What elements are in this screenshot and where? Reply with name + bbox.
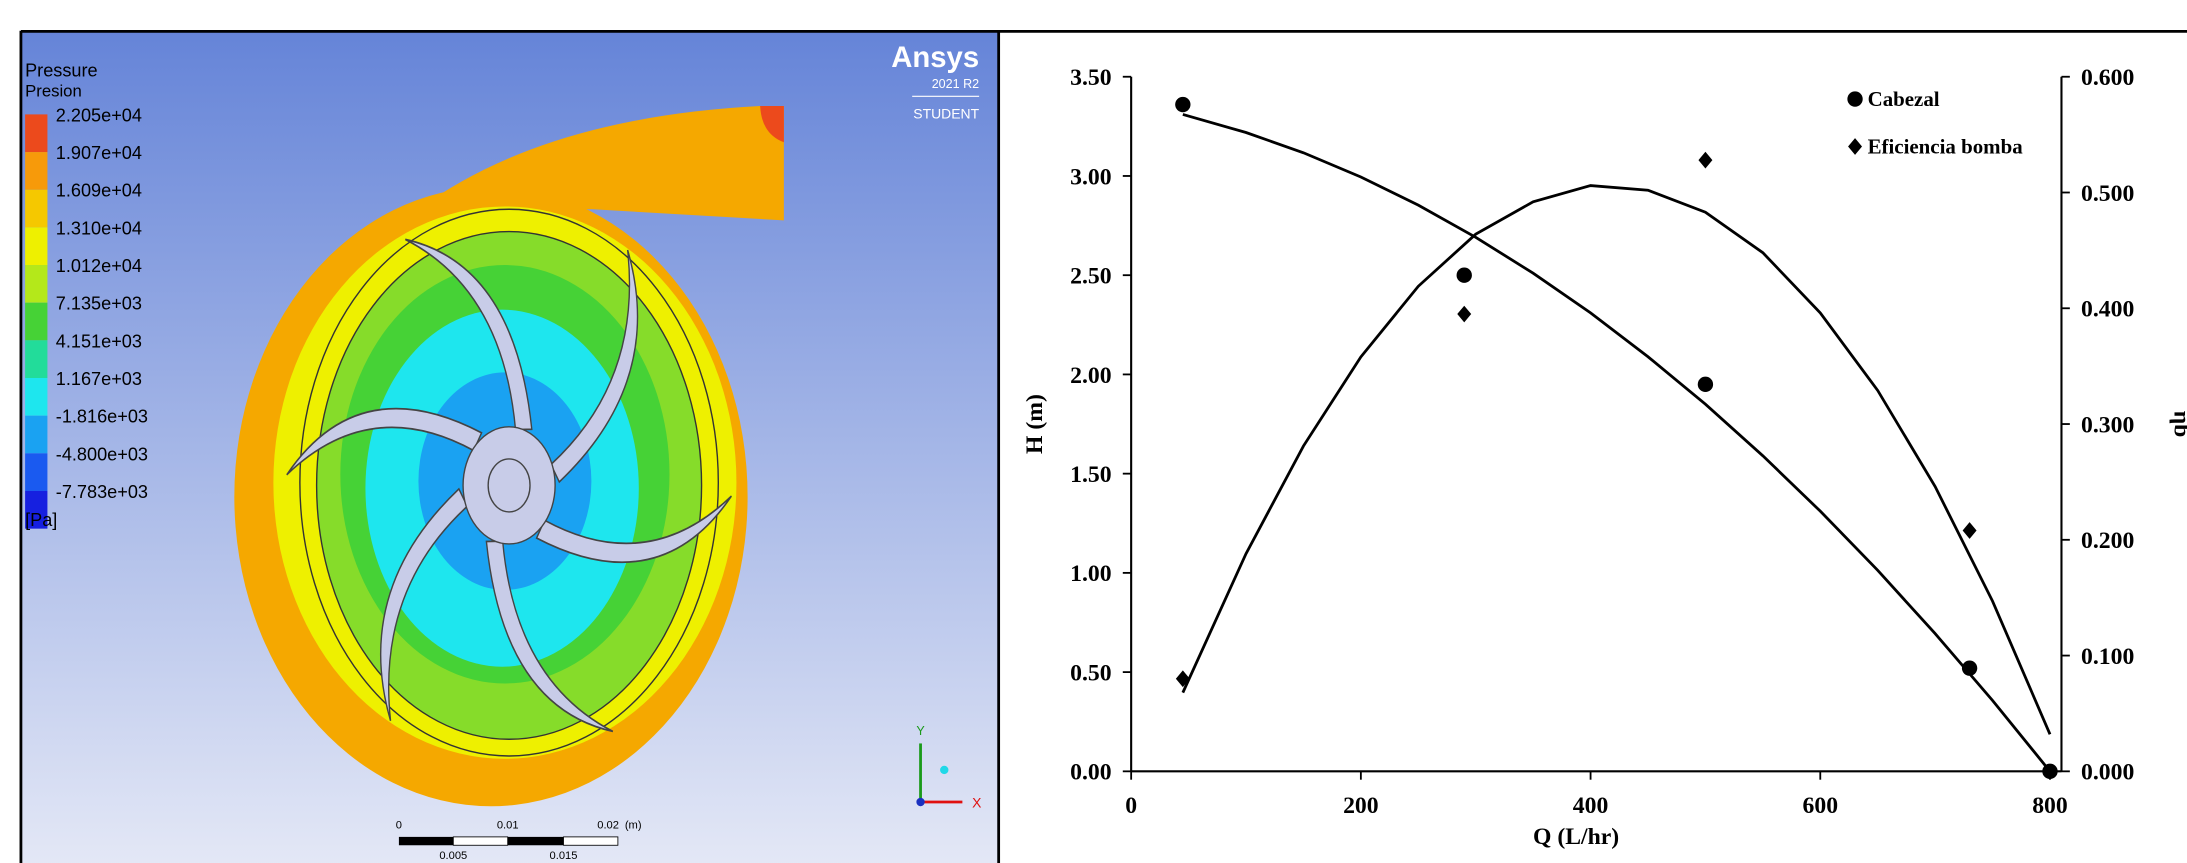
color-band <box>25 114 47 152</box>
color-band <box>25 227 47 265</box>
trendline <box>1183 186 2050 735</box>
y-axis-title: H (m) <box>1022 394 1048 454</box>
x-axis-title: Q (L/hr) <box>1533 824 1619 850</box>
legend-label: 1.310e+04 <box>56 218 142 238</box>
axis-x-label: X <box>972 795 981 811</box>
diamond-marker <box>1963 522 1977 539</box>
circle-marker <box>1698 377 1713 392</box>
y2-tick-label: 0.000 <box>2081 760 2134 786</box>
legend-title: Pressure <box>25 61 98 81</box>
legend-marker <box>1848 138 1862 155</box>
y2-tick-label: 0.200 <box>2081 528 2134 554</box>
color-band <box>25 340 47 378</box>
legend-label: Cabezal <box>1868 87 1940 111</box>
legend-unit: [Pa] <box>25 510 57 530</box>
scale-label: 0.02 <box>597 820 619 832</box>
y-tick-label: 3.00 <box>1070 164 1111 190</box>
legend-marker <box>1847 91 1862 106</box>
y-tick-label: 3.50 <box>1070 65 1111 91</box>
color-band <box>25 152 47 190</box>
figure: Pressure Presion 2.205e+04 1.907e+04 1.609… <box>0 0 2187 863</box>
logo-version: 2021 R2 <box>932 77 979 91</box>
simulation-panel: Pressure Presion 2.205e+04 1.907e+04 1.609… <box>21 31 999 863</box>
color-band <box>25 453 47 491</box>
diamond-marker <box>1457 306 1471 323</box>
y2-tick-label: 0.300 <box>2081 412 2134 438</box>
diamond-marker <box>1698 152 1712 169</box>
color-band <box>25 190 47 228</box>
axis-marker <box>940 766 948 774</box>
y2-tick-label: 0.500 <box>2081 181 2134 207</box>
page: Pressure Presion 2.205e+04 1.907e+04 1.609… <box>0 0 2187 863</box>
logo-brand: Ansys <box>891 41 979 74</box>
legend-label: 7.135e+03 <box>56 294 142 314</box>
chart: Q (L/hr) H (m) ηb 0.00 0.50 1.00 1.50 2.00 2.… <box>1022 65 2187 850</box>
scale-label: 0.005 <box>439 850 467 862</box>
legend-label: 1.609e+04 <box>56 181 142 201</box>
legend-label: -4.800e+03 <box>56 444 148 464</box>
scale-segment <box>453 837 507 845</box>
color-band <box>25 378 47 416</box>
y-tick-label: 2.50 <box>1070 264 1111 290</box>
legend-label: 2.205e+04 <box>56 105 142 125</box>
color-band <box>25 416 47 454</box>
scale-segment <box>399 837 453 845</box>
hub <box>463 427 555 544</box>
x-tick-label: 0 <box>1125 793 1137 819</box>
scale-label: 0 <box>396 820 402 832</box>
x-tick-label: 800 <box>2032 793 2068 819</box>
legend-variable: Presion <box>25 81 82 100</box>
legend-label: -1.816e+03 <box>56 407 148 427</box>
color-band <box>25 265 47 303</box>
y2-axis-title: ηb <box>2168 411 2187 438</box>
y2-tick-label: 0.600 <box>2081 65 2134 91</box>
y-tick-label: 0.50 <box>1070 660 1111 686</box>
circle-marker <box>1962 660 1977 675</box>
circle-marker <box>2042 764 2057 779</box>
y-tick-label: 1.50 <box>1070 462 1111 488</box>
color-band <box>25 303 47 341</box>
x-tick-label: 600 <box>1802 793 1838 819</box>
x-tick-label: 200 <box>1343 793 1379 819</box>
legend-label: 1.167e+03 <box>56 369 142 389</box>
y2-tick-label: 0.400 <box>2081 297 2134 323</box>
circle-marker <box>1457 268 1472 283</box>
scale-label: (m) <box>625 820 642 832</box>
y-tick-label: 2.00 <box>1070 363 1111 389</box>
axis-y-label: Y <box>916 724 925 738</box>
axis-origin <box>916 798 924 806</box>
scale-label: 0.015 <box>550 850 578 862</box>
legend-label: 1.907e+04 <box>56 143 142 163</box>
scale-segment <box>508 837 564 845</box>
y-tick-label: 1.00 <box>1070 561 1111 587</box>
legend-label: 4.151e+03 <box>56 331 142 351</box>
x-tick-label: 400 <box>1573 793 1609 819</box>
trendline <box>1183 114 2050 771</box>
legend-label: Eficiencia bomba <box>1868 134 2024 158</box>
logo-edition: STUDENT <box>913 106 979 122</box>
scale-segment <box>563 837 617 845</box>
y2-tick-label: 0.100 <box>2081 644 2134 670</box>
y-tick-label: 0.00 <box>1070 760 1111 786</box>
legend-label: 1.012e+04 <box>56 256 142 276</box>
legend-label: -7.783e+03 <box>56 482 148 502</box>
scale-label: 0.01 <box>497 820 519 832</box>
circle-marker <box>1175 97 1190 112</box>
